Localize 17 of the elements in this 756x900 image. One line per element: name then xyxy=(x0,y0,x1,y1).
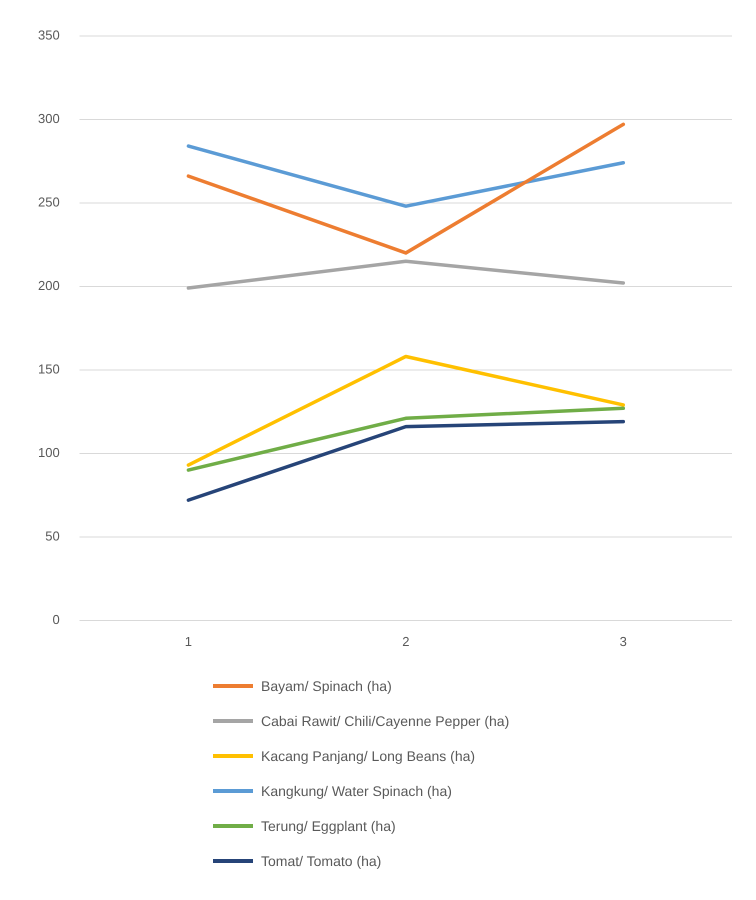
y-tick-label: 300 xyxy=(38,110,60,126)
legend-label: Kangkung/ Water Spinach (ha) xyxy=(261,782,452,798)
y-tick-label: 0 xyxy=(52,612,60,627)
x-tick-label: 2 xyxy=(402,634,410,649)
y-tick-label: 200 xyxy=(38,278,60,293)
y-tick-label: 50 xyxy=(45,528,60,544)
x-tick-label: 3 xyxy=(620,634,627,649)
y-tick-label: 350 xyxy=(38,27,60,42)
y-tick-label: 250 xyxy=(38,194,60,210)
legend-label: Cabai Rawit/ Chili/Cayenne Pepper (ha) xyxy=(261,712,510,728)
legend-label: Kacang Panjang/ Long Beans (ha) xyxy=(261,748,476,764)
y-tick-label: 150 xyxy=(38,361,60,376)
legend-label: Terung/ Eggplant (ha) xyxy=(261,818,396,834)
x-tick-label: 1 xyxy=(184,634,192,649)
legend-label: Tomat/ Tomato (ha) xyxy=(261,852,382,868)
legend-label: Bayam/ Spinach (ha) xyxy=(261,678,392,694)
y-tick-label: 100 xyxy=(38,444,60,460)
